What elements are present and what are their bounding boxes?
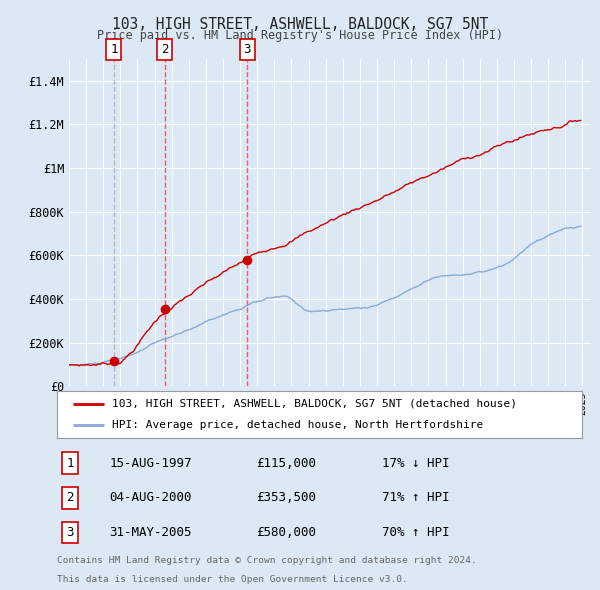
Text: 3: 3 xyxy=(67,526,74,539)
Text: 1: 1 xyxy=(110,43,118,56)
Text: £580,000: £580,000 xyxy=(257,526,317,539)
Text: £115,000: £115,000 xyxy=(257,457,317,470)
Text: 2: 2 xyxy=(161,43,169,56)
Text: 15-AUG-1997: 15-AUG-1997 xyxy=(110,457,192,470)
Text: 70% ↑ HPI: 70% ↑ HPI xyxy=(383,526,450,539)
Text: 04-AUG-2000: 04-AUG-2000 xyxy=(110,491,192,504)
Text: 3: 3 xyxy=(244,43,251,56)
Text: HPI: Average price, detached house, North Hertfordshire: HPI: Average price, detached house, Nort… xyxy=(112,419,484,430)
Text: 2: 2 xyxy=(67,491,74,504)
Text: £353,500: £353,500 xyxy=(257,491,317,504)
Text: 1: 1 xyxy=(67,457,74,470)
Text: 17% ↓ HPI: 17% ↓ HPI xyxy=(383,457,450,470)
Text: 71% ↑ HPI: 71% ↑ HPI xyxy=(383,491,450,504)
Text: Price paid vs. HM Land Registry's House Price Index (HPI): Price paid vs. HM Land Registry's House … xyxy=(97,30,503,42)
Text: Contains HM Land Registry data © Crown copyright and database right 2024.: Contains HM Land Registry data © Crown c… xyxy=(57,556,477,565)
Text: 103, HIGH STREET, ASHWELL, BALDOCK, SG7 5NT: 103, HIGH STREET, ASHWELL, BALDOCK, SG7 … xyxy=(112,17,488,31)
Text: This data is licensed under the Open Government Licence v3.0.: This data is licensed under the Open Gov… xyxy=(57,575,408,584)
Text: 31-MAY-2005: 31-MAY-2005 xyxy=(110,526,192,539)
Text: 103, HIGH STREET, ASHWELL, BALDOCK, SG7 5NT (detached house): 103, HIGH STREET, ASHWELL, BALDOCK, SG7 … xyxy=(112,399,517,409)
